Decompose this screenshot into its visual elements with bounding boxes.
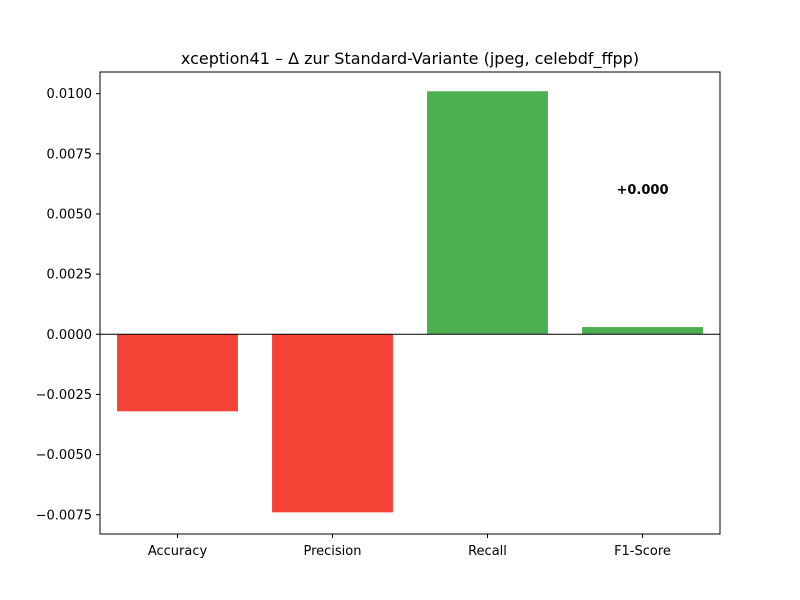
bar-accuracy [117,334,238,412]
x-tick-label: F1-Score [614,544,671,559]
x-tick-label: Accuracy [148,544,208,559]
x-tick-label: Precision [303,544,361,559]
plot-frame [99,71,721,535]
bar-f1-score [582,327,703,335]
y-tick-label: 0.0075 [47,147,93,162]
y-tick-label: 0.0000 [47,328,93,343]
y-tick-label: −0.0025 [36,388,92,403]
bar-precision [272,334,393,513]
y-tick-label: 0.0050 [47,207,93,222]
y-tick-label: 0.0025 [47,268,93,283]
bar-recall [427,91,548,335]
y-tick-label: −0.0050 [36,448,92,463]
x-tick-label: Recall [468,544,507,559]
plot-area: Accuracy Precision Recall F1-Score −0.0075 −0… [36,71,721,559]
data-label: +0.000 [616,183,668,198]
y-tick-label: −0.0075 [36,508,92,523]
y-tick-label: 0.0100 [47,87,93,102]
chart-title: xception41 – Δ zur Standard-Variante (jp… [181,49,639,69]
